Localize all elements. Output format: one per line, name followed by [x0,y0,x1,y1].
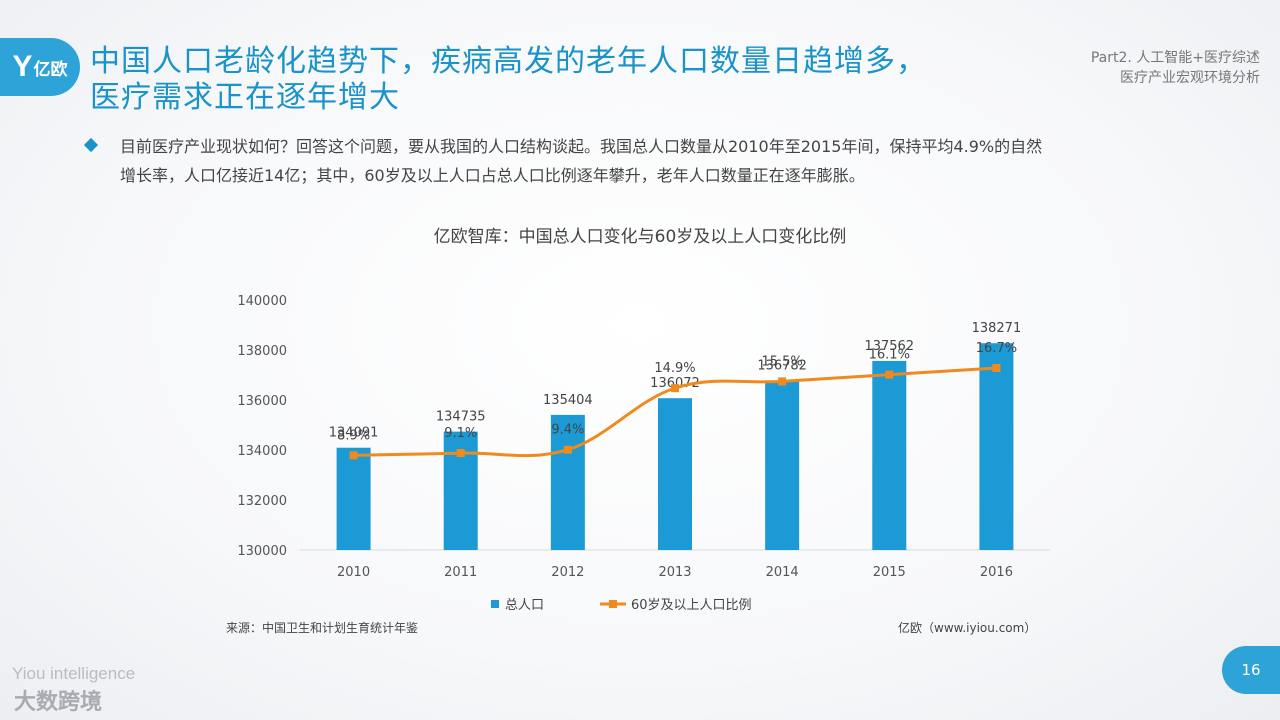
page-title: 中国人口老龄化趋势下，疾病高发的老年人口数量日趋增多， 医疗需求正在逐年增大 [90,44,990,116]
logo-badge: Y 亿欧 [0,38,80,96]
section-label: Part2. 人工智能+医疗综述 医疗产业宏观环境分析 [1091,48,1260,88]
bar-value-label: 138271 [972,321,1022,336]
y-tick-label: 138000 [237,344,287,359]
section-label-line-2: 医疗产业宏观环境分析 [1120,70,1260,86]
x-tick-label: 2012 [551,565,584,580]
legend-line-marker [609,600,617,608]
bar-value-label: 136072 [650,376,700,391]
bar-2013 [658,398,692,550]
bar-value-label: 135404 [543,393,593,408]
source-note: 来源：中国卫生和计划生育统计年鉴 [226,621,419,635]
page-number: 16 [1222,646,1280,694]
ratio-value-label: 9.4% [551,423,584,438]
bar-2010 [336,447,371,550]
bar-value-label: 136782 [757,358,807,373]
legend-line-label: 60岁及以上人口比例 [631,598,752,613]
logo-text: 亿欧 [33,59,68,80]
bar-2015 [872,360,907,550]
ratio-value-label: 16.7% [976,341,1017,356]
credit-note: 亿欧（www.iyiou.com） [898,621,1037,635]
legend-bar-swatch [491,600,499,608]
ratio-point-2014 [778,377,787,386]
bar-value-label: 134735 [436,410,486,425]
x-tick-label: 2016 [980,565,1013,580]
ratio-point-2010 [349,451,358,460]
x-tick-label: 2011 [444,565,477,580]
y-tick-label: 140000 [237,294,287,309]
ratio-point-2011 [456,449,465,458]
logo-mark: Y [12,50,33,83]
bar-value-label: 137562 [864,339,914,354]
bar-value-label: 134091 [329,426,379,441]
y-tick-label: 136000 [237,394,287,409]
page-title-line-1: 中国人口老龄化趋势下，疾病高发的老年人口数量日趋增多， [90,44,927,79]
ratio-value-label: 9.1% [444,426,477,441]
bar-2012 [550,414,585,550]
x-tick-label: 2014 [766,565,799,580]
bar-2014 [765,380,800,550]
bar-2016 [979,343,1014,550]
x-tick-label: 2013 [658,565,691,580]
y-tick-label: 130000 [237,544,287,559]
bullet-line-2: 增长率，人口亿接近14亿；其中，60岁及以上人口占总人口比例逐年攀升，老年人口数… [120,166,865,185]
ratio-value-label: 15.5% [761,354,802,369]
ratio-point-2012 [563,445,572,454]
legend-bar-label: 总人口 [505,598,544,613]
brand-watermark-en: Yiou intelligence [12,664,136,683]
bullet-line-1: 目前医疗产业现状如何？回答这个问题，要从我国的人口结构谈起。我国总人口数量从20… [120,137,1043,156]
ratio-point-2015 [885,370,894,379]
y-tick-label: 134000 [237,444,287,459]
page-title-line-2: 医疗需求正在逐年增大 [90,80,400,115]
ratio-point-2013 [671,384,679,393]
ratio-point-2016 [992,363,1001,372]
ratio-value-label: 14.9% [654,361,695,376]
x-tick-label: 2015 [873,565,906,580]
bullet-paragraph: 目前医疗产业现状如何？回答这个问题，要从我国的人口结构谈起。我国总人口数量从20… [83,132,1198,190]
x-tick-label: 2010 [337,565,370,580]
y-tick-label: 132000 [237,494,287,509]
section-label-line-1: Part2. 人工智能+医疗综述 [1090,50,1260,66]
brand-watermark-zh: 大数跨境 [14,690,103,715]
ratio-value-label: 16.1% [869,348,910,363]
ratio-value-label: 8.9% [337,428,370,443]
chart-title: 亿欧智库：中国总人口变化与60岁及以上人口变化比例 [433,227,847,247]
